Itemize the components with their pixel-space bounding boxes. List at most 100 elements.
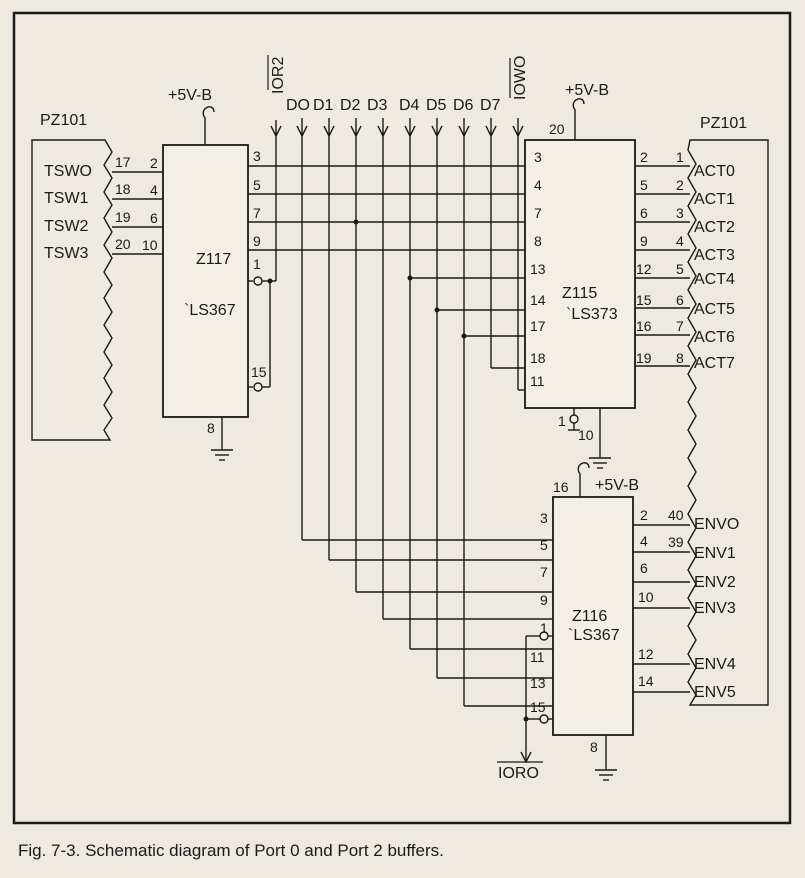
data-line-label: D4 [399,97,420,114]
pin-label: 16 [553,479,569,495]
figure-caption: Fig. 7-3. Schematic diagram of Port 0 an… [18,841,444,860]
pin-label: 20 [549,121,565,137]
inversion-bubble [539,714,549,724]
pin-label: 9 [540,592,548,608]
pin-label: 1 [676,149,684,165]
pin-label: 10 [142,237,158,253]
arrow-down-icon [485,125,497,138]
data-line-label: D6 [453,97,474,114]
pin-label: 7 [540,564,548,580]
right-connector-signal: ACT7 [694,355,735,372]
arrow-down-icon [512,125,524,138]
power-squiggle [202,106,215,145]
right-connector-signal: ENVO [694,516,739,533]
pin-label: 16 [636,318,652,334]
data-line-label: D2 [340,97,361,114]
data-line-label: D1 [313,97,334,114]
pin-label: 15 [530,699,546,715]
pin-label: 4 [676,233,684,249]
right-connector-body [687,139,769,706]
pin-label: 4 [150,182,158,198]
inversion-bubble [253,276,263,286]
left-connector-signal: TSW2 [44,218,89,235]
power-squiggle [577,462,590,497]
left-connector-body [31,139,113,441]
inversion-bubble [569,414,579,424]
right-connector-signal: ENV5 [694,684,736,701]
pin-label: 5 [253,177,261,193]
pin-label: 2 [676,177,684,193]
iowo-label: IOWO [512,56,529,100]
pin-label: 1 [540,620,548,636]
left-connector-signal: TSWO [44,163,92,180]
pin-label: 39 [668,534,684,550]
pin-label: 14 [638,673,654,689]
pin-label: 3 [534,149,542,165]
right-connector-signal: ENV4 [694,656,736,673]
pin-label: 3 [253,148,261,164]
pin-label: 6 [150,210,158,226]
inversion-bubble [253,382,263,392]
pin-label: 10 [578,427,594,443]
pin-label: 7 [534,205,542,221]
pin-label: 5 [640,177,648,193]
chip-z115 [524,139,636,409]
figure-frame [12,11,792,825]
pin-label: 5 [540,537,548,553]
pin-label: 19 [115,209,131,225]
left-connector-label: PZ101 [40,112,87,129]
data-line-label: D5 [426,97,447,114]
left-connector-signal: TSW3 [44,245,89,262]
pin-label: 2 [640,507,648,523]
pin-label: 4 [640,533,648,549]
pin-label: 9 [640,233,648,249]
right-connector-signal: ENV1 [694,545,736,562]
junction-dot [434,307,440,313]
pin-label: 9 [253,233,261,249]
chip-z116-part: `LS367 [568,627,620,644]
pin-label: 19 [636,350,652,366]
arrow-down-icon [270,125,282,138]
data-line-label: D3 [367,97,388,114]
right-connector-signal: ACT6 [694,329,735,346]
right-connector-signal: ACT3 [694,247,735,264]
pin-label: 8 [590,739,598,755]
pin-label: 17 [530,318,546,334]
data-line-label: D7 [480,97,501,114]
pin-label: 40 [668,507,684,523]
pin-label: 7 [676,318,684,334]
pin-label: 3 [676,205,684,221]
arrow-down-icon [404,125,416,138]
pin-label: 12 [636,261,652,277]
junction-dot [353,219,359,225]
pin-label: 15 [251,364,267,380]
pin-label: 13 [530,261,546,277]
right-connector-signal: ACT1 [694,191,735,208]
pin-label: 7 [253,205,261,221]
chip-z115-name: Z115 [562,285,597,302]
pin-label: 20 [115,236,131,252]
pin-label: 11 [530,373,545,389]
pin-label: 12 [638,646,654,662]
right-connector-signal: ACT4 [694,271,735,288]
data-line-label: DO [286,97,310,114]
pin-label: 3 [540,510,548,526]
arrow-down-icon [458,125,470,138]
junction-dot [267,278,273,284]
power-squiggle [572,98,585,140]
ioro-label: IORO [498,765,539,782]
pin-label: 8 [207,420,215,436]
right-connector-label: PZ101 [700,115,747,132]
arrow-down-icon [323,125,335,138]
arrow-down-icon [296,125,308,138]
pin-label: 18 [530,350,546,366]
pin-label: 2 [640,149,648,165]
chip-z117 [162,144,249,418]
junction-dot [407,275,413,281]
chip-z117-power: +5V-B [168,87,212,104]
pin-label: 1 [253,256,261,272]
pin-label: 11 [530,649,545,665]
right-connector-signal: ENV3 [694,600,736,617]
